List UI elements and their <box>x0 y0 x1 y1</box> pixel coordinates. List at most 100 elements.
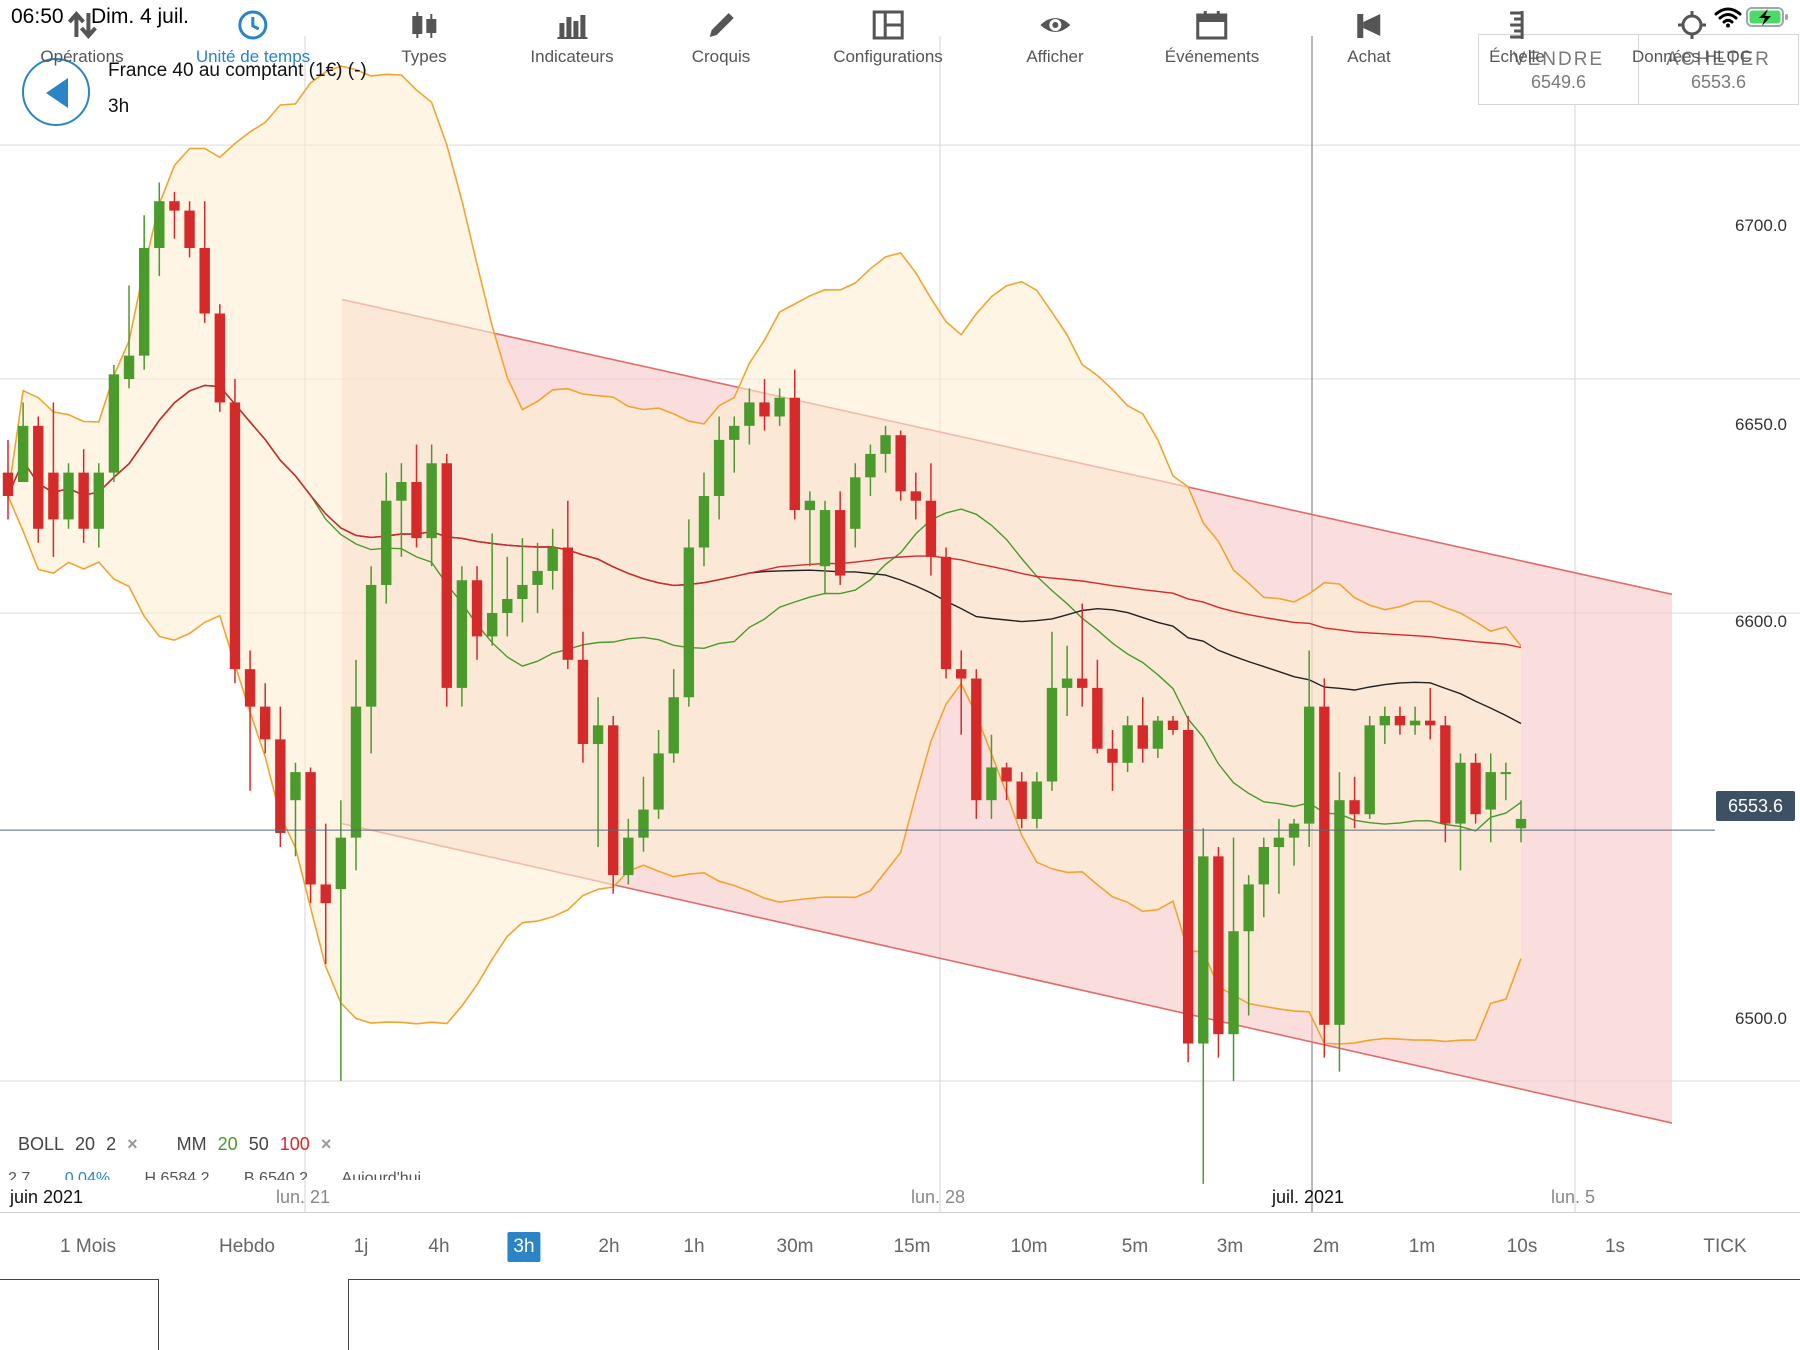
toolbar-hloc-data[interactable]: Données HLOC <box>1632 0 1752 71</box>
toolbar-types[interactable]: Types <box>401 0 447 71</box>
tf-3h[interactable]: 3h <box>507 1232 541 1262</box>
candle-body <box>290 772 301 801</box>
calendar-icon <box>1196 11 1228 40</box>
stat-high: H 6584.2 <box>144 1170 210 1180</box>
candle-body <box>48 472 59 520</box>
buy-button[interactable]: ACHETER 6553.6 <box>1638 34 1799 105</box>
candle-body <box>1213 856 1224 1035</box>
tf-1j[interactable]: 1j <box>353 1236 369 1257</box>
megaphone-icon <box>1356 14 1380 38</box>
battery-charging-icon <box>1746 7 1788 27</box>
mm-fast-period: 20 <box>217 1134 238 1154</box>
candle-body <box>63 472 74 520</box>
candle-body <box>1092 687 1103 749</box>
buy-price: 6553.6 <box>1690 72 1747 92</box>
candle-body <box>1273 837 1285 847</box>
tf-30m[interactable]: 30m <box>776 1236 814 1257</box>
sell-button[interactable]: VENDRE 6549.6 <box>1478 34 1639 105</box>
toolbar-buy[interactable]: Achat <box>1347 0 1391 71</box>
toolbar-timeframe[interactable]: Unité de temps <box>196 0 310 71</box>
candle-body <box>1137 725 1148 749</box>
candle-body <box>547 547 558 571</box>
candle-body <box>653 753 664 810</box>
price-stats-row: 2.7 0.04% H 6584.2 B 6540.2 Aujourd'hui <box>8 1170 451 1180</box>
tf-hebdo[interactable]: Hebdo <box>219 1236 275 1257</box>
tf-1-mois[interactable]: 1 Mois <box>60 1236 116 1257</box>
candle-body <box>260 706 271 740</box>
toolbar-label: Indicateurs <box>530 47 614 66</box>
candle-body <box>940 556 952 670</box>
remove-boll-icon[interactable]: × <box>127 1134 138 1154</box>
candle-body <box>441 463 452 688</box>
boll-deviation: 2 <box>106 1134 117 1154</box>
toolbar-configurations[interactable]: Configurations <box>833 0 943 71</box>
crosshair-icon <box>1677 11 1706 39</box>
tf-tick[interactable]: TICK <box>1703 1236 1747 1257</box>
tf-2h[interactable]: 2h <box>598 1236 620 1257</box>
candle-body <box>1425 720 1436 726</box>
candle-body <box>910 491 921 501</box>
date-label-lun28: lun. 28 <box>911 1187 966 1207</box>
ruler-icon <box>1509 11 1524 39</box>
candle-body <box>1485 772 1496 810</box>
candle-body <box>1500 772 1512 775</box>
candle-body <box>502 598 513 614</box>
candle-body <box>199 248 210 314</box>
tf-4h[interactable]: 4h <box>428 1236 450 1257</box>
toolbar-events[interactable]: Événements <box>1165 0 1259 71</box>
candle-body <box>471 580 483 637</box>
bollinger-bands <box>7 65 1522 1045</box>
bar-chart-icon <box>556 15 587 39</box>
date-label-june: juin 2021 <box>10 1187 84 1207</box>
timeframe-bar: 1 Mois Hebdo 1j 4h 3h 2h 1h 30m 15m 10m … <box>0 1212 1800 1282</box>
tf-10s[interactable]: 10s <box>1506 1236 1538 1257</box>
candle-body <box>244 669 256 707</box>
candle-body <box>381 500 392 585</box>
remove-mm-icon[interactable]: × <box>320 1134 332 1154</box>
toolbar-indicators[interactable]: Indicateurs <box>530 0 614 71</box>
toolbar-operations[interactable]: Opérations <box>40 0 124 71</box>
candle-body <box>305 772 316 885</box>
buy-label: ACHETER <box>1666 49 1771 70</box>
candle-body <box>1243 884 1254 932</box>
candle-body <box>426 463 437 539</box>
tf-1s[interactable]: 1s <box>1604 1236 1626 1257</box>
mm-slow-period: 100 <box>279 1134 310 1154</box>
candle-body <box>865 453 876 478</box>
tf-3m[interactable]: 3m <box>1216 1236 1244 1257</box>
candle-body <box>1152 720 1164 749</box>
candlestick-icon <box>411 12 436 38</box>
candle-body <box>335 837 347 890</box>
candle-body <box>154 201 165 249</box>
candle-body <box>577 659 589 745</box>
back-arrow-icon <box>46 78 68 108</box>
candle-body <box>971 678 982 801</box>
status-date: Dim. 4 juil. <box>91 5 190 28</box>
back-button[interactable] <box>22 58 90 126</box>
tf-1m[interactable]: 1m <box>1408 1236 1436 1257</box>
candle-body <box>184 210 195 249</box>
price-label-6650: 6650.0 <box>1735 415 1787 434</box>
tf-2m[interactable]: 2m <box>1312 1236 1340 1257</box>
candle-body <box>834 510 846 576</box>
tf-5m[interactable]: 5m <box>1121 1236 1149 1257</box>
wifi-icon <box>1714 7 1742 28</box>
candle-body <box>819 510 831 567</box>
tf-10m[interactable]: 10m <box>1010 1236 1048 1257</box>
tf-15m[interactable]: 15m <box>893 1236 931 1257</box>
candle-body <box>1122 725 1133 763</box>
candle-body <box>138 248 150 356</box>
price-chart[interactable] <box>0 0 1800 1212</box>
sell-label: VENDRE <box>1512 49 1605 70</box>
active-tab-frame <box>158 1279 349 1350</box>
candle-body <box>486 613 498 637</box>
stat-low: B 6540.2 <box>243 1170 308 1180</box>
toolbar-sketch[interactable]: Croquis <box>692 0 750 71</box>
mm-mid-period: 50 <box>248 1134 269 1154</box>
candle-body <box>1182 730 1194 1044</box>
toolbar-scale[interactable]: Échelle <box>1489 0 1545 71</box>
ma-100-line <box>7 384 1522 649</box>
tf-1h[interactable]: 1h <box>683 1236 705 1257</box>
candle-body <box>1228 931 1239 1035</box>
toolbar-display[interactable]: Afficher <box>1026 0 1084 71</box>
